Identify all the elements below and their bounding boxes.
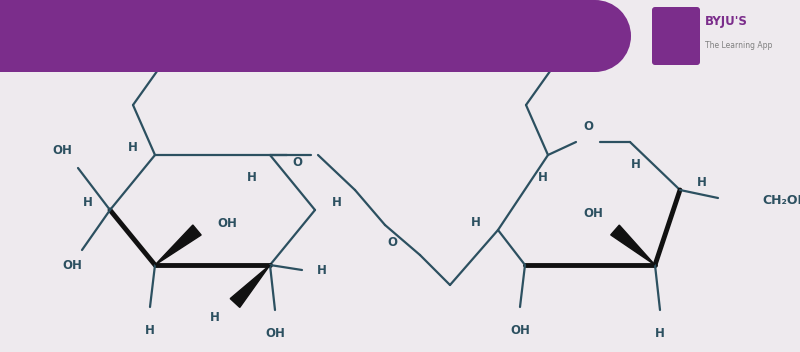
- Text: O: O: [292, 156, 302, 169]
- Text: CH₂OH: CH₂OH: [190, 36, 236, 49]
- Text: BYJU'S: BYJU'S: [705, 15, 748, 29]
- Polygon shape: [610, 225, 655, 265]
- Text: B: B: [671, 30, 681, 43]
- Text: H: H: [247, 170, 257, 183]
- Polygon shape: [230, 265, 270, 307]
- Wedge shape: [595, 0, 631, 72]
- Text: H: H: [210, 310, 220, 323]
- Text: H: H: [697, 176, 707, 189]
- Text: CH₂OH: CH₂OH: [583, 36, 629, 49]
- Text: H: H: [145, 323, 155, 337]
- Text: OH: OH: [62, 258, 82, 271]
- Text: OH: OH: [265, 327, 285, 339]
- Text: OH: OH: [583, 207, 603, 220]
- Text: H: H: [332, 195, 342, 208]
- Text: H: H: [471, 215, 481, 228]
- Text: H: H: [655, 327, 665, 339]
- Text: O: O: [387, 235, 397, 249]
- Text: H: H: [128, 140, 138, 153]
- Text: OH: OH: [52, 144, 72, 157]
- Text: H: H: [538, 170, 548, 183]
- FancyBboxPatch shape: [652, 7, 700, 65]
- Text: OH: OH: [217, 216, 237, 230]
- Text: H: H: [631, 157, 641, 170]
- Text: CH₂OH: CH₂OH: [762, 194, 800, 207]
- Text: H: H: [83, 195, 93, 208]
- Text: STRUCTURAL FORMULA OF SUCROSE: STRUCTURAL FORMULA OF SUCROSE: [15, 26, 463, 46]
- Text: The Learning App: The Learning App: [705, 40, 772, 50]
- Bar: [0, 0, 595, 72]
- Text: O: O: [583, 119, 593, 132]
- Text: OH: OH: [510, 323, 530, 337]
- Text: H: H: [317, 264, 327, 277]
- Polygon shape: [155, 225, 201, 265]
